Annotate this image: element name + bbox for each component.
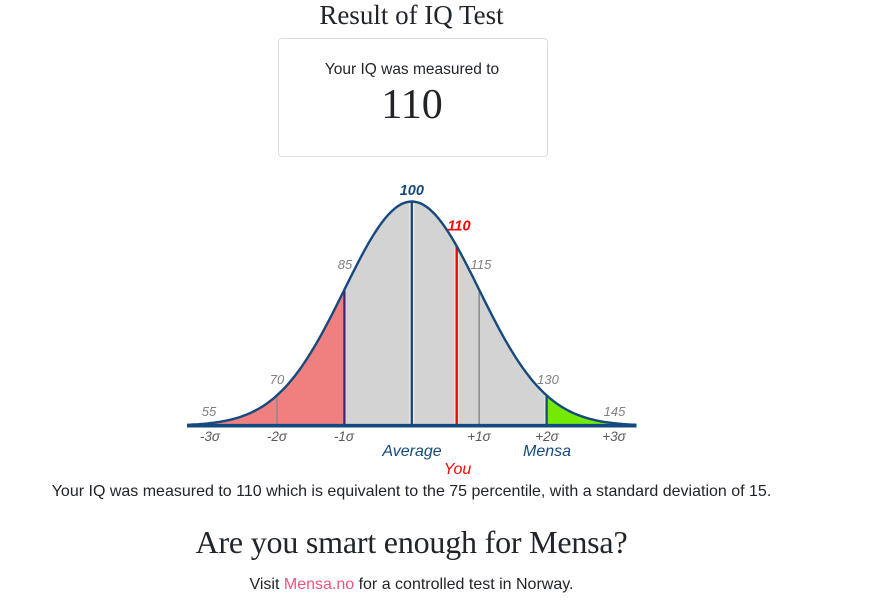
svg-text:85: 85 [338, 257, 353, 272]
svg-text:115: 115 [471, 257, 492, 272]
svg-text:110: 110 [447, 219, 470, 235]
svg-text:145: 145 [604, 404, 626, 419]
svg-text:Mensa: Mensa [523, 443, 571, 460]
svg-text:+3σ: +3σ [602, 429, 626, 444]
svg-text:130: 130 [537, 372, 559, 387]
svg-text:+1σ: +1σ [467, 429, 491, 444]
svg-text:You: You [444, 461, 472, 478]
svg-text:100: 100 [400, 183, 424, 199]
svg-text:-2σ: -2σ [267, 429, 288, 444]
svg-text:+2σ: +2σ [535, 429, 559, 444]
svg-text:-1σ: -1σ [334, 429, 355, 444]
svg-text:Average: Average [381, 443, 441, 460]
svg-text:55: 55 [202, 404, 217, 419]
svg-text:70: 70 [270, 372, 285, 387]
svg-text:-3σ: -3σ [200, 429, 221, 444]
